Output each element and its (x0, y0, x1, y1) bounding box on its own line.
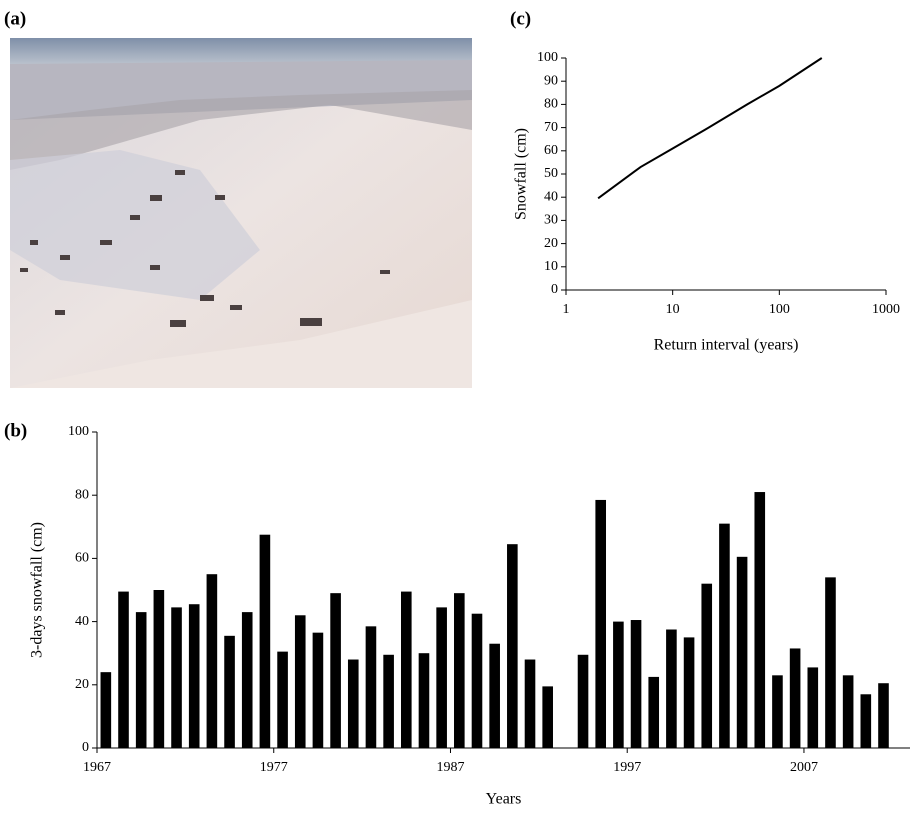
bar (312, 632, 324, 748)
bar (736, 556, 748, 748)
y-tick-label: 30 (544, 213, 558, 228)
bar (471, 613, 483, 748)
photo-houses (20, 170, 390, 327)
bar (100, 672, 112, 748)
y-axis-label: 3-days snowfall (cm) (29, 522, 46, 658)
panel-label: (c) (510, 8, 531, 29)
bar (153, 590, 165, 748)
bar (807, 667, 819, 748)
photo-sky (10, 38, 472, 64)
bar (347, 659, 359, 748)
bar (418, 653, 430, 748)
y-tick-label: 80 (75, 487, 89, 502)
bar (489, 643, 500, 748)
bar (135, 612, 147, 748)
bar (719, 523, 730, 748)
bar (436, 607, 447, 748)
photo-valley (10, 150, 260, 300)
bar (701, 583, 713, 748)
bar (754, 492, 766, 748)
y-axis-label: Snowfall (cm) (513, 128, 530, 220)
y-tick-label: 70 (544, 120, 558, 135)
x-tick-label: 1000 (872, 302, 900, 317)
x-tick-label: 1987 (436, 760, 464, 775)
x-tick-label: 1977 (260, 760, 288, 775)
y-tick-label: 50 (544, 166, 558, 181)
y-tick-label: 60 (75, 551, 89, 566)
bar (224, 635, 235, 748)
bar (789, 648, 801, 748)
bar (277, 651, 288, 748)
y-tick-label: 100 (537, 50, 558, 65)
bar (188, 604, 200, 748)
bar (241, 612, 253, 748)
y-tick-label: 20 (544, 236, 558, 251)
photo-ridge (10, 90, 472, 170)
bar (577, 654, 589, 748)
photo (10, 38, 472, 388)
y-tick-label: 90 (544, 73, 558, 88)
x-tick-label: 10 (666, 302, 680, 317)
data-line (597, 57, 823, 200)
bar (630, 620, 642, 748)
bar (524, 659, 536, 748)
panel-label: (b) (4, 420, 27, 441)
bar (666, 629, 677, 748)
y-tick-label: 0 (551, 282, 558, 297)
bar (454, 593, 465, 748)
bar (365, 626, 377, 748)
bar (683, 637, 695, 748)
y-tick-label: 80 (544, 97, 558, 112)
bar (400, 591, 412, 748)
x-tick-label: 1 (563, 302, 570, 317)
bar (383, 654, 394, 748)
bar (507, 544, 518, 748)
bar (825, 577, 836, 748)
x-tick-label: 100 (769, 302, 790, 317)
x-tick-label: 1967 (83, 760, 111, 775)
y-tick-label: 20 (75, 677, 89, 692)
bar (878, 683, 889, 748)
y-tick-label: 100 (68, 424, 89, 439)
y-tick-label: 10 (544, 259, 558, 274)
bar (206, 574, 218, 748)
bar (772, 675, 783, 748)
photo-foreground (10, 300, 472, 388)
bar (171, 607, 182, 748)
bar (648, 676, 660, 748)
bar (294, 615, 306, 748)
y-tick-label: 0 (82, 740, 89, 755)
panel-label: (a) (4, 8, 26, 29)
y-tick-label: 60 (544, 143, 558, 158)
y-tick-label: 40 (75, 614, 89, 629)
bar (259, 534, 271, 748)
bar (330, 593, 341, 748)
x-tick-label: 2007 (790, 760, 818, 775)
x-axis-label: Years (486, 791, 522, 808)
bar (860, 694, 872, 748)
bar (842, 675, 854, 748)
x-tick-label: 1997 (613, 760, 641, 775)
bar (542, 686, 553, 748)
y-tick-label: 40 (544, 189, 558, 204)
bar (118, 591, 129, 748)
bar (613, 621, 624, 748)
x-axis-label: Return interval (years) (654, 337, 799, 354)
bar (595, 499, 607, 748)
